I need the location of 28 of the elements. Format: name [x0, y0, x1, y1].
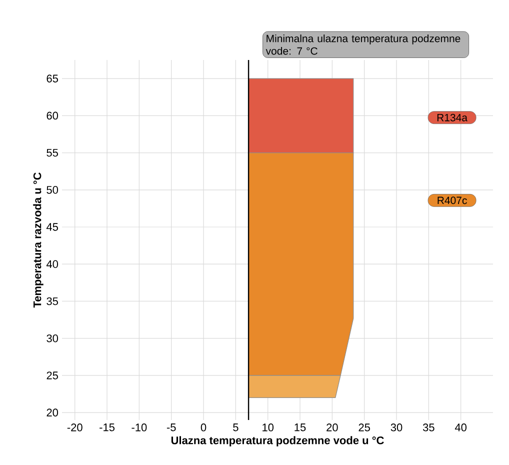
- x-tick-label: 20: [326, 424, 338, 432]
- x-tick-label: 30: [390, 424, 402, 432]
- y-tick-label: 35: [46, 297, 58, 306]
- y-tick-label: 45: [46, 223, 58, 231]
- x-tick-label: 25: [358, 424, 370, 432]
- x-tick-label: -10: [132, 424, 147, 432]
- x-tick-label: 15: [294, 424, 306, 432]
- x-tick-label: -5: [166, 424, 176, 432]
- x-tick-label: -20: [67, 424, 82, 432]
- ref-line-label: Minimalna ulazna temperatura podzemne vode: 7 °C: [266, 34, 460, 55]
- text: R407c: [438, 196, 467, 204]
- y-tick-label: 25: [46, 372, 58, 380]
- y-tick-label: 60: [46, 112, 58, 120]
- y-tick-label: 30: [46, 334, 58, 342]
- x-tick-label: -15: [100, 424, 115, 432]
- x-tick-label: 10: [262, 424, 274, 432]
- x-tick-label: 5: [233, 424, 238, 432]
- y-tick-label: 65: [46, 74, 58, 82]
- x-tick-label: 0: [200, 424, 206, 432]
- y-tick-label: 40: [46, 260, 58, 268]
- x-tick-label: 40: [454, 424, 467, 432]
- text: R134a: [437, 114, 468, 122]
- y-tick-label: 55: [46, 148, 58, 157]
- y-tick-label: 20: [46, 408, 58, 416]
- y-axis-title: Temperatura razvoda u °C: [33, 172, 44, 308]
- x-axis-title: Ulazna temperatura podzemne vode u °C: [171, 436, 384, 446]
- x-tick-label: 35: [422, 424, 434, 432]
- y-tick-label: 50: [46, 186, 58, 194]
